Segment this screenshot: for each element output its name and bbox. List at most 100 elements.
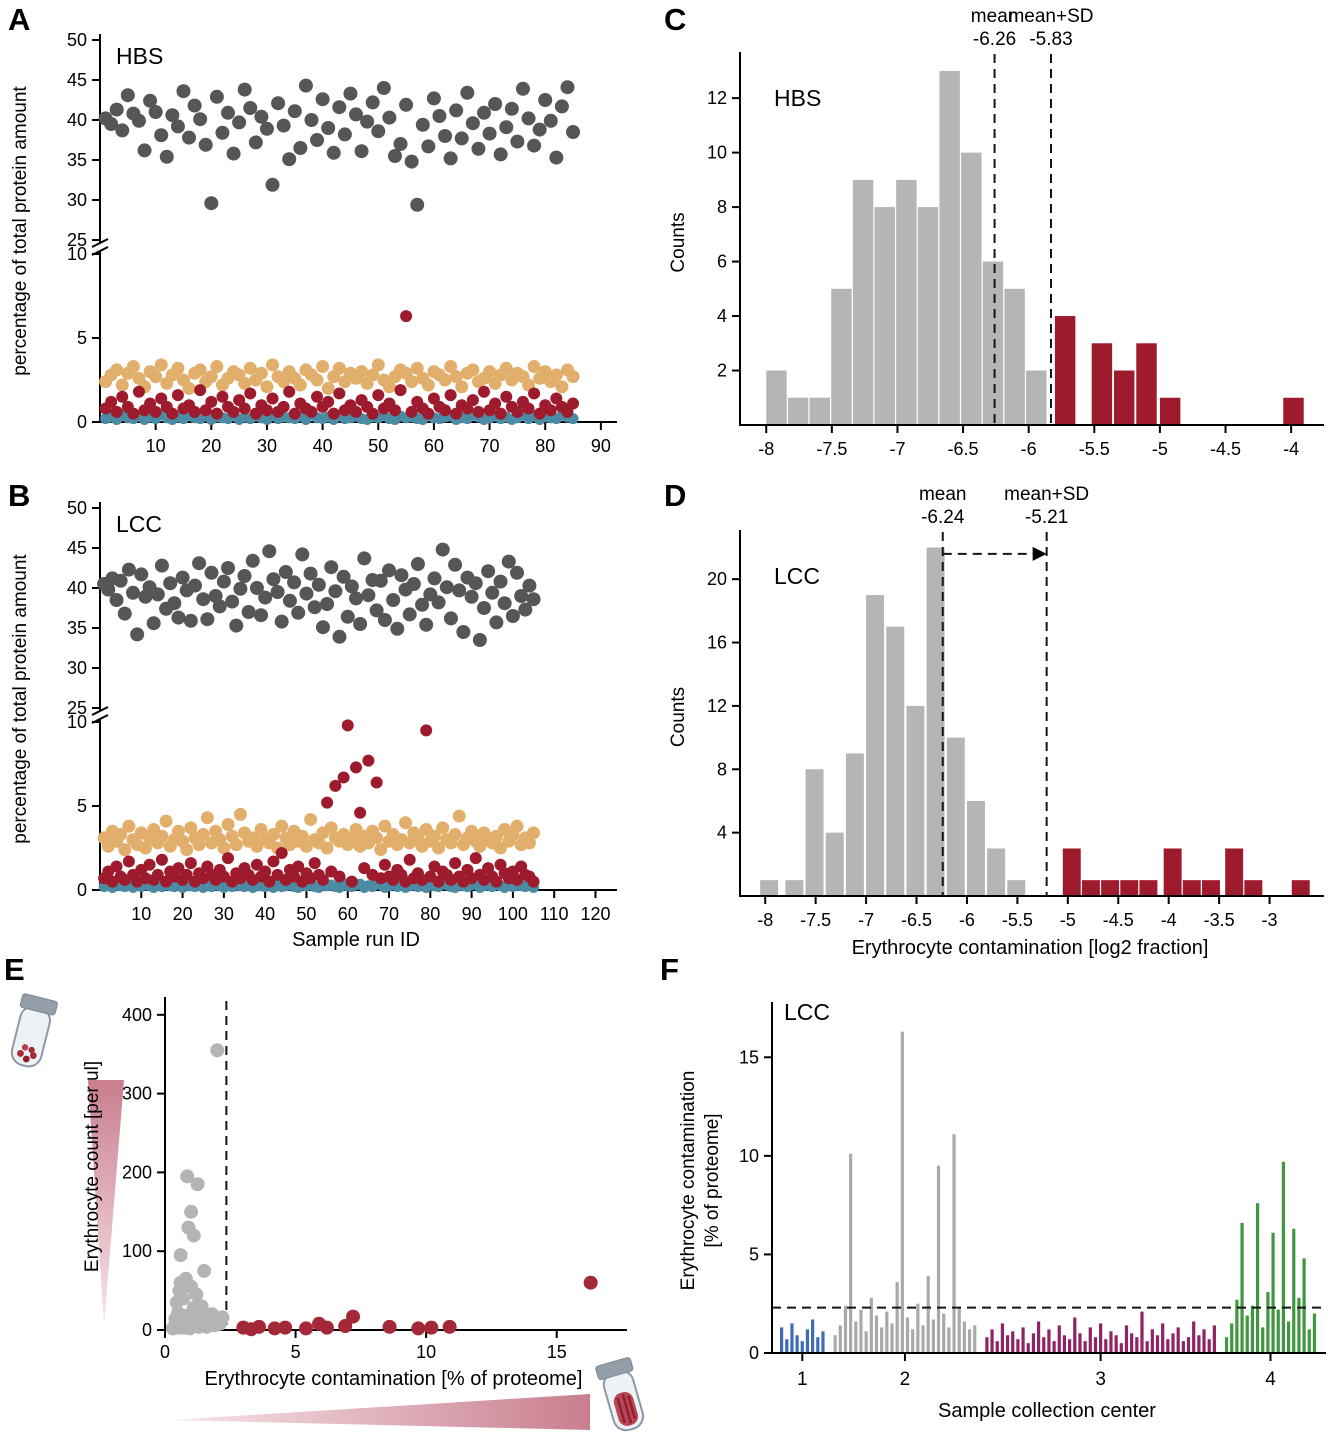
svg-text:1: 1 bbox=[797, 1369, 808, 1390]
svg-text:-8: -8 bbox=[757, 910, 773, 930]
svg-text:2: 2 bbox=[717, 361, 727, 381]
svg-text:400: 400 bbox=[122, 1005, 152, 1025]
panel-e-count-vs-contamination-scatter: 0 100 200 300 400 0 5 10 15 Erythrocyte count [pe… bbox=[10, 993, 645, 1432]
svg-text:10: 10 bbox=[416, 1342, 436, 1362]
svg-text:45: 45 bbox=[67, 538, 87, 558]
svg-text:-7: -7 bbox=[889, 439, 905, 459]
panel-d-lcc-histogram: 4 8 12 16 20 -8 -7.5 -7 -6.5 -6 -5.5 -5 -4.5 -4 -3.5 -3… bbox=[668, 484, 1324, 959]
svg-text:4: 4 bbox=[717, 306, 727, 326]
svg-text:2: 2 bbox=[900, 1369, 911, 1390]
svg-text:300: 300 bbox=[122, 1084, 152, 1104]
svg-text:percentage of total protein am: percentage of total protein amount bbox=[10, 554, 31, 844]
svg-text:35: 35 bbox=[67, 618, 87, 638]
svg-text:Erythrocyte count [per ul]: Erythrocyte count [per ul] bbox=[82, 1061, 103, 1272]
svg-text:40: 40 bbox=[67, 110, 87, 130]
svg-text:3: 3 bbox=[1095, 1369, 1106, 1390]
svg-text:100: 100 bbox=[498, 904, 528, 924]
svg-text:10: 10 bbox=[739, 1146, 759, 1166]
panel-f-collection-center-bars: 1 2 3 4 0 5 10 15 LCC Erythrocyte contamination [%… bbox=[678, 999, 1326, 1422]
panel-c-hbs-histogram: 2 4 6 8 10 12 -8 -7.5 -7 -6.5 -6 -5.5 -5 -4.5 -4 mean-6… bbox=[668, 6, 1324, 459]
svg-text:60: 60 bbox=[338, 904, 358, 924]
svg-text:60: 60 bbox=[424, 436, 444, 456]
svg-text:-4: -4 bbox=[1283, 439, 1299, 459]
svg-text:-5.5: -5.5 bbox=[1002, 910, 1033, 930]
svg-text:Erythrocyte contamination [% o: Erythrocyte contamination [% of proteome… bbox=[205, 1368, 583, 1390]
svg-text:110: 110 bbox=[540, 904, 569, 924]
svg-text:-5.5: -5.5 bbox=[1079, 439, 1110, 459]
svg-text:120: 120 bbox=[580, 904, 610, 924]
svg-text:mean+SD: mean+SD bbox=[1004, 484, 1089, 505]
blood-tube-icon-high-contamination bbox=[595, 1357, 645, 1432]
svg-text:20: 20 bbox=[201, 436, 221, 456]
svg-text:Sample run ID: Sample run ID bbox=[292, 929, 420, 951]
svg-text:Sample collection center: Sample collection center bbox=[938, 1400, 1156, 1422]
svg-text:40: 40 bbox=[67, 578, 87, 598]
svg-text:35: 35 bbox=[67, 150, 87, 170]
panel-label-c: C bbox=[664, 2, 687, 37]
svg-text:-7.5: -7.5 bbox=[816, 439, 847, 459]
svg-text:50: 50 bbox=[67, 30, 87, 50]
svg-text:50: 50 bbox=[368, 436, 388, 456]
svg-text:8: 8 bbox=[717, 759, 727, 779]
svg-text:4: 4 bbox=[717, 823, 727, 843]
svg-text:-6.5: -6.5 bbox=[948, 439, 979, 459]
svg-text:-7: -7 bbox=[858, 910, 874, 930]
svg-text:200: 200 bbox=[122, 1162, 152, 1182]
svg-text:40: 40 bbox=[313, 436, 333, 456]
svg-text:30: 30 bbox=[67, 658, 87, 678]
svg-text:-6: -6 bbox=[959, 910, 975, 930]
svg-text:25: 25 bbox=[67, 698, 87, 718]
svg-text:6: 6 bbox=[717, 252, 727, 272]
erythrocyte-contamination-gradient-wedge bbox=[170, 1394, 590, 1430]
svg-text:16: 16 bbox=[707, 633, 727, 653]
svg-text:10: 10 bbox=[146, 436, 166, 456]
svg-text:-4.5: -4.5 bbox=[1103, 910, 1134, 930]
svg-text:5: 5 bbox=[291, 1342, 301, 1362]
svg-text:-6.24: -6.24 bbox=[921, 507, 965, 528]
svg-text:4: 4 bbox=[1265, 1369, 1276, 1390]
svg-text:10: 10 bbox=[131, 904, 151, 924]
svg-text:-3.5: -3.5 bbox=[1204, 910, 1235, 930]
svg-text:-5.83: -5.83 bbox=[1029, 29, 1072, 50]
svg-text:5: 5 bbox=[77, 796, 87, 816]
svg-text:Erythrocyte contamination: Erythrocyte contamination bbox=[678, 1071, 699, 1291]
svg-text:LCC: LCC bbox=[774, 563, 820, 589]
svg-text:10: 10 bbox=[67, 244, 87, 264]
svg-text:mean+SD: mean+SD bbox=[1008, 6, 1093, 27]
svg-text:LCC: LCC bbox=[116, 511, 162, 537]
svg-text:Counts: Counts bbox=[668, 687, 689, 747]
svg-text:-4: -4 bbox=[1161, 910, 1177, 930]
svg-text:25: 25 bbox=[67, 230, 87, 250]
svg-text:20: 20 bbox=[173, 904, 193, 924]
svg-text:-6: -6 bbox=[1021, 439, 1037, 459]
svg-text:5: 5 bbox=[749, 1244, 759, 1264]
svg-text:LCC: LCC bbox=[784, 999, 830, 1025]
svg-text:mean: mean bbox=[919, 484, 967, 505]
svg-text:30: 30 bbox=[257, 436, 277, 456]
svg-text:70: 70 bbox=[379, 904, 399, 924]
svg-text:-4.5: -4.5 bbox=[1210, 439, 1241, 459]
svg-text:20: 20 bbox=[707, 569, 727, 589]
svg-text:30: 30 bbox=[214, 904, 234, 924]
panel-label-f: F bbox=[660, 952, 679, 987]
svg-text:90: 90 bbox=[462, 904, 482, 924]
svg-text:0: 0 bbox=[77, 880, 87, 900]
svg-text:-5: -5 bbox=[1060, 910, 1076, 930]
svg-text:0: 0 bbox=[142, 1320, 152, 1340]
svg-text:mean: mean bbox=[971, 6, 1019, 27]
svg-text:-6.26: -6.26 bbox=[973, 29, 1016, 50]
blood-tube-icon-low-contamination bbox=[10, 993, 58, 1068]
svg-text:12: 12 bbox=[707, 88, 727, 108]
svg-text:50: 50 bbox=[67, 498, 87, 518]
svg-text:-8: -8 bbox=[758, 439, 774, 459]
svg-text:-3: -3 bbox=[1262, 910, 1278, 930]
panel-label-d: D bbox=[664, 478, 687, 513]
svg-text:15: 15 bbox=[547, 1342, 567, 1362]
svg-text:HBS: HBS bbox=[774, 85, 821, 111]
svg-text:15: 15 bbox=[739, 1047, 759, 1067]
svg-text:Counts: Counts bbox=[668, 212, 689, 272]
svg-text:HBS: HBS bbox=[116, 43, 163, 69]
